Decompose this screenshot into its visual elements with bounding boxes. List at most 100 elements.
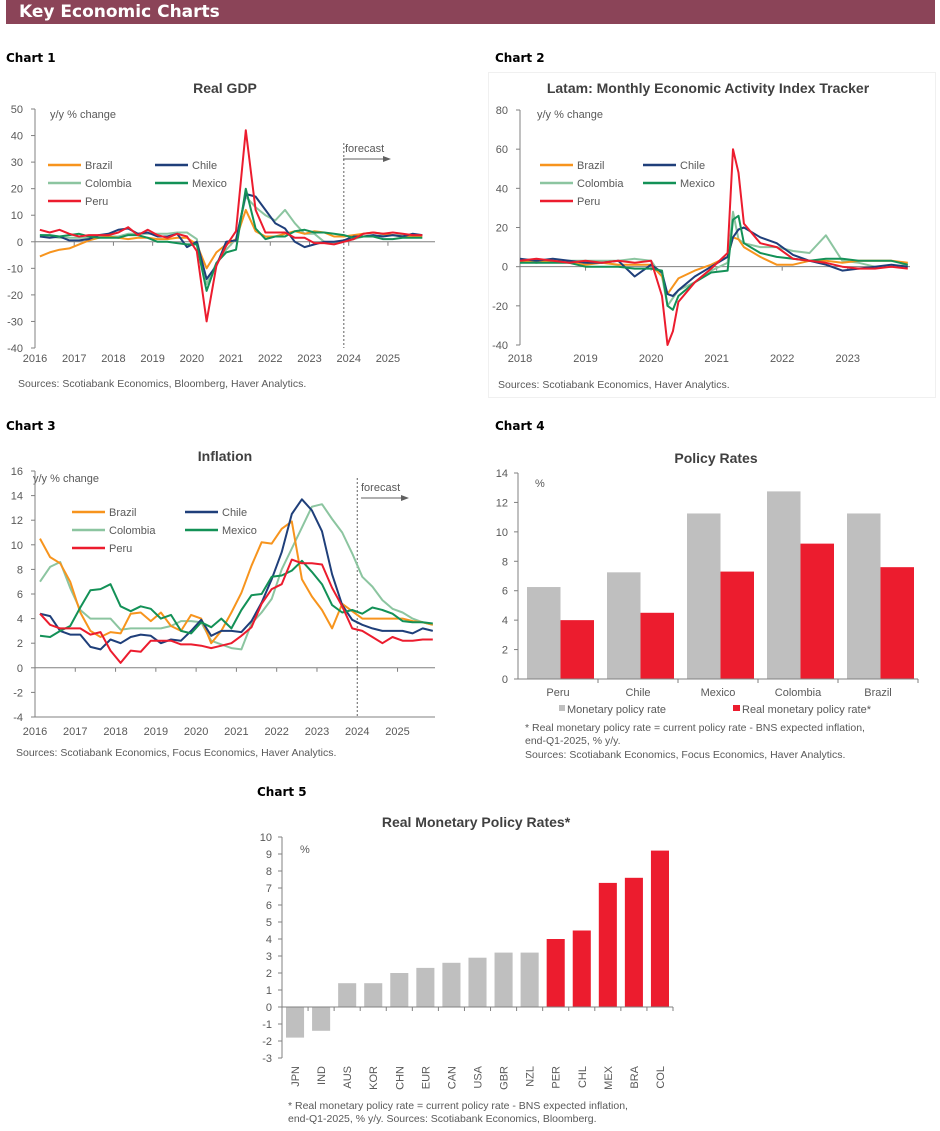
- chart-4-category-label: Colombia: [775, 687, 822, 699]
- chart-3-series-colombia: [39, 503, 434, 651]
- chart-4-category-label: Brazil: [864, 687, 892, 699]
- chart-5-y-tick-label: 3: [266, 951, 272, 963]
- chart-2-title: Latam: Monthly Economic Activity Index T…: [547, 80, 870, 96]
- chart-5-footnote-2: end-Q1-2025, % y/y. Sources: Scotiabank …: [288, 1113, 597, 1125]
- chart-1-x-tick-label: 2025: [376, 353, 400, 365]
- chart-3-x-tick-label: 2016: [23, 726, 47, 738]
- chart-1-forecast-arrowhead-icon: [383, 156, 391, 162]
- chart-2-y-tick-label: 80: [496, 105, 508, 117]
- chart-3-x-tick-label: 2023: [305, 726, 329, 738]
- chart-5-title: Real Monetary Policy Rates*: [382, 814, 571, 830]
- chart-5-bar-usa: [468, 957, 487, 1007]
- chart-2-y-tick-label: -40: [492, 340, 508, 352]
- chart-1-y-tick-label: 0: [17, 237, 23, 249]
- chart-5-category-label: CAN: [446, 1066, 458, 1089]
- chart-4-bar-peru-real: [560, 620, 594, 679]
- chart-4-footnote-2: end-Q1-2025, % y/y.: [525, 735, 621, 747]
- chart-5-bar-eur: [416, 967, 435, 1007]
- chart-4-bar-mexico-real: [720, 571, 754, 679]
- chart-2-source: Sources: Scotiabank Economics, Haver Ana…: [498, 379, 730, 391]
- chart-5-footnote-1: * Real monetary policy rate = current po…: [288, 1100, 628, 1112]
- chart-4-category-label: Chile: [625, 687, 650, 699]
- chart-2-legend-label-chile: Chile: [680, 160, 705, 172]
- chart-2-y-tick-label: 0: [502, 262, 508, 274]
- chart-1-y-tick-label: -30: [7, 316, 23, 328]
- chart-2-x-tick-label: 2018: [508, 353, 532, 365]
- chart-3-source: Sources: Scotiabank Economics, Focus Eco…: [16, 747, 336, 759]
- chart-4-y-tick-label: 14: [496, 468, 508, 480]
- chart-5-bar-chl: [572, 930, 591, 1007]
- chart-1-title: Real GDP: [193, 80, 257, 96]
- chart-2-x-tick-label: 2020: [639, 353, 663, 365]
- chart-5-y-tick-label: -2: [262, 1036, 272, 1048]
- chart-2-legend-label-colombia: Colombia: [577, 178, 624, 190]
- chart-3-legend-label-colombia: Colombia: [109, 525, 156, 537]
- chart-5-category-label: CHL: [577, 1066, 589, 1088]
- chart-4-legend-label-real: Real monetary policy rate*: [742, 704, 872, 716]
- chart-4-title: Policy Rates: [674, 450, 757, 466]
- chart-4-y-tick-label: 10: [496, 527, 508, 539]
- page-title: Key Economic Charts: [19, 2, 220, 22]
- chart-3-y-tick-label: 0: [17, 663, 23, 675]
- chart-4-bar-brazil-real: [880, 567, 914, 679]
- chart-1-legend-label-chile: Chile: [192, 160, 217, 172]
- chart-2-y-tick-label: -20: [492, 301, 508, 313]
- chart-3-y-tick-label: 8: [17, 564, 23, 576]
- chart-1-series-peru: [39, 129, 423, 323]
- chart-5-bar-kor: [364, 983, 383, 1007]
- chart-1-forecast-label: forecast: [345, 143, 384, 155]
- chart-4-legend-swatch-policy: [559, 705, 565, 711]
- chart-5-bar-nzl: [520, 952, 539, 1007]
- chart-1-legend-label-peru: Peru: [85, 196, 108, 208]
- chart-1-x-tick-label: 2022: [258, 353, 282, 365]
- chart-3-title: Inflation: [198, 448, 252, 464]
- chart-5-y-tick-label: 5: [266, 917, 272, 929]
- chart-1-x-tick-label: 2023: [297, 353, 321, 365]
- chart-3-y-tick-label: 16: [11, 466, 23, 478]
- chart-4-bar-colombia-policy: [767, 491, 801, 679]
- chart-5-y-tick-label: 0: [266, 1002, 272, 1014]
- chart-3-y-tick-label: -2: [13, 687, 23, 699]
- chart-5-y-tick-label: 8: [266, 866, 272, 878]
- chart-4-bar-brazil-policy: [847, 513, 881, 679]
- chart-1-x-tick-label: 2019: [140, 353, 164, 365]
- chart-4-footnote-1: * Real monetary policy rate = current po…: [525, 722, 865, 734]
- chart-5-category-label: EUR: [420, 1066, 432, 1089]
- chart-4-bar-chile-policy: [607, 572, 641, 679]
- chart-1-x-tick-label: 2018: [101, 353, 125, 365]
- chart-2-legend-label-peru: Peru: [577, 196, 600, 208]
- chart-1-y-tick-label: -40: [7, 343, 23, 355]
- chart-1-y-tick-label: 50: [11, 104, 23, 116]
- chart-4-bar-peru-policy: [527, 587, 561, 679]
- chart-5-category-label: GBR: [499, 1066, 511, 1090]
- chart-3-series-mexico: [39, 559, 433, 638]
- chart-1-x-tick-label: 2016: [23, 353, 47, 365]
- chart-2-ylabel: y/y % change: [537, 109, 603, 121]
- chart-1-ylabel: y/y % change: [50, 109, 116, 121]
- chart-4-legend-swatch-real: [733, 705, 740, 711]
- chart-3-x-tick-label: 2017: [63, 726, 87, 738]
- chart-3-y-tick-label: 2: [17, 638, 23, 650]
- chart-1-x-tick-label: 2020: [180, 353, 204, 365]
- chart-5-category-label: PER: [551, 1066, 563, 1089]
- chart-5-y-tick-label: 6: [266, 900, 272, 912]
- chart-1-y-tick-label: 40: [11, 131, 23, 143]
- chart-1-y-tick-label: 10: [11, 210, 23, 222]
- chart-1-y-tick-label: 30: [11, 157, 23, 169]
- chart-4-y-tick-label: 0: [502, 674, 508, 686]
- chart-1-x-tick-label: 2021: [219, 353, 243, 365]
- chart-3-forecast-arrowhead-icon: [401, 495, 409, 501]
- chart-3-y-tick-label: 10: [11, 540, 23, 552]
- chart-5-y-tick-label: -3: [262, 1053, 272, 1065]
- chart-5-ylabel: %: [300, 844, 310, 856]
- chart-2-x-tick-label: 2021: [704, 353, 728, 365]
- chart-1-legend-label-mexico: Mexico: [192, 178, 227, 190]
- chart-3-y-tick-label: 4: [17, 614, 23, 626]
- chart-3-forecast-label: forecast: [361, 482, 400, 494]
- chart-3-x-tick-label: 2018: [103, 726, 127, 738]
- chart-3-y-tick-label: -4: [13, 712, 23, 724]
- chart-1-legend-label-colombia: Colombia: [85, 178, 132, 190]
- chart-3-legend-label-brazil: Brazil: [109, 507, 137, 519]
- chart-2-y-tick-label: 20: [496, 223, 508, 235]
